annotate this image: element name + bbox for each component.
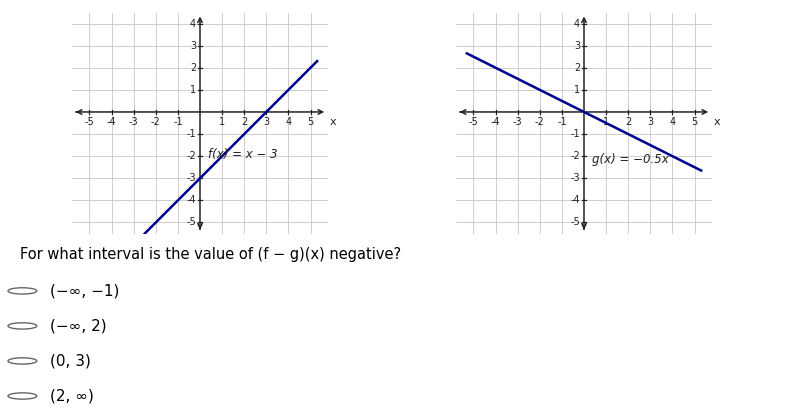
Text: -5: -5 <box>570 218 580 227</box>
Text: (2, ∞): (2, ∞) <box>50 389 94 404</box>
Text: -3: -3 <box>513 117 522 127</box>
Text: -4: -4 <box>490 117 501 127</box>
Text: -2: -2 <box>570 151 580 161</box>
Text: 3: 3 <box>190 41 196 50</box>
Text: -5: -5 <box>469 117 478 127</box>
Text: 1: 1 <box>190 85 196 95</box>
Text: g(x) = −0.5x: g(x) = −0.5x <box>592 153 669 166</box>
Text: -1: -1 <box>557 117 566 127</box>
Text: 2: 2 <box>625 117 631 127</box>
Text: 3: 3 <box>263 117 270 127</box>
Text: 4: 4 <box>190 19 196 28</box>
Text: 4: 4 <box>286 117 291 127</box>
Text: For what interval is the value of (f − g)(x) negative?: For what interval is the value of (f − g… <box>20 247 401 262</box>
Text: -4: -4 <box>570 196 580 205</box>
Text: -1: -1 <box>173 117 182 127</box>
Text: (−∞, −1): (−∞, −1) <box>50 284 119 299</box>
Text: x: x <box>714 117 720 127</box>
Text: -4: -4 <box>186 196 196 205</box>
Text: 1: 1 <box>574 85 580 95</box>
Text: -3: -3 <box>570 173 580 183</box>
Text: 3: 3 <box>574 41 580 50</box>
Text: 2: 2 <box>190 63 196 73</box>
Text: -5: -5 <box>186 218 196 227</box>
Text: 5: 5 <box>691 117 698 127</box>
Text: x: x <box>330 117 336 127</box>
Text: 1: 1 <box>603 117 609 127</box>
Text: 1: 1 <box>219 117 225 127</box>
Text: 2: 2 <box>574 63 580 73</box>
Text: -3: -3 <box>186 173 196 183</box>
Text: 4: 4 <box>574 19 580 28</box>
Text: f(x) = x − 3: f(x) = x − 3 <box>208 148 278 161</box>
Text: 5: 5 <box>307 117 314 127</box>
Text: -4: -4 <box>106 117 117 127</box>
Text: -1: -1 <box>186 129 196 139</box>
Text: 2: 2 <box>241 117 247 127</box>
Text: -1: -1 <box>570 129 580 139</box>
Text: -2: -2 <box>535 117 545 127</box>
Text: 3: 3 <box>647 117 654 127</box>
Text: -2: -2 <box>186 151 196 161</box>
Text: -5: -5 <box>85 117 94 127</box>
Text: (0, 3): (0, 3) <box>50 354 90 369</box>
Text: 4: 4 <box>670 117 675 127</box>
Text: -3: -3 <box>129 117 138 127</box>
Text: -2: -2 <box>151 117 161 127</box>
Text: (−∞, 2): (−∞, 2) <box>50 319 106 334</box>
